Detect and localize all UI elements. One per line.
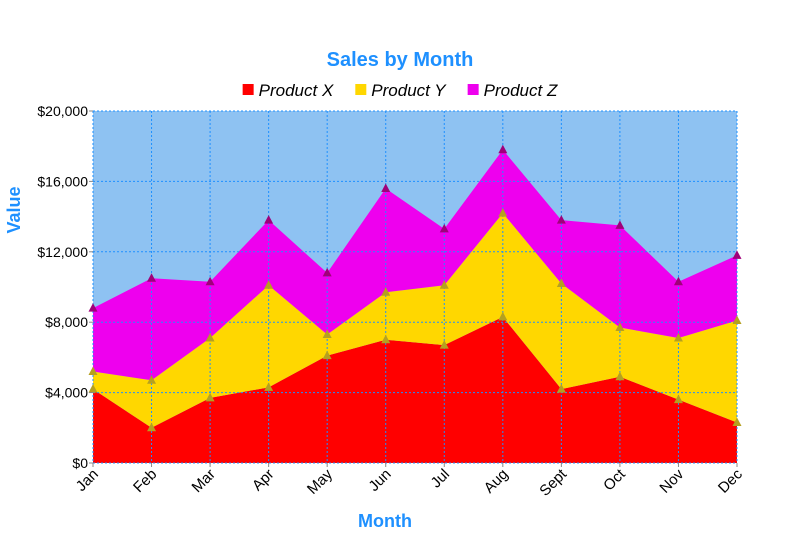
data-point	[732, 417, 742, 427]
data-point	[615, 220, 625, 229]
x-tick-label: Mar	[189, 466, 219, 496]
area-series-1	[93, 316, 737, 463]
data-point	[439, 340, 449, 349]
legend-item: Product Z	[467, 81, 558, 100]
legend-label: Product X	[259, 81, 334, 100]
data-point	[673, 394, 683, 404]
x-tick-label: Oct	[600, 465, 629, 494]
data-point	[732, 315, 742, 324]
x-tick-label: Jun	[365, 466, 394, 495]
data-point	[88, 303, 98, 312]
y-tick-label: $12,000	[37, 244, 88, 260]
x-tick-label: Aug	[481, 466, 512, 497]
data-point	[264, 215, 274, 224]
data-point	[322, 350, 332, 360]
data-point	[147, 422, 157, 432]
x-tick-label: May	[304, 465, 336, 497]
data-point	[498, 144, 508, 154]
data-point	[498, 311, 508, 321]
x-tick-label: Dec	[715, 465, 746, 496]
x-tick-label: Nov	[656, 465, 687, 496]
area-series-3	[93, 149, 737, 381]
data-point	[673, 276, 683, 286]
y-axis-title: Value	[4, 186, 24, 233]
data-point	[88, 384, 98, 393]
data-point	[615, 371, 625, 381]
y-tick-label: $0	[72, 455, 88, 471]
data-point	[322, 267, 332, 277]
data-point	[264, 382, 274, 391]
data-point	[498, 208, 508, 217]
legend-label: Product Z	[484, 81, 558, 100]
x-tick-label: Sept	[536, 465, 570, 499]
x-axis-title: Month	[358, 511, 412, 531]
y-tick-label: $8,000	[45, 314, 88, 330]
x-tick-label: Jul	[428, 466, 454, 492]
data-point	[556, 278, 566, 287]
data-markers	[88, 144, 742, 432]
data-point	[439, 280, 449, 289]
x-tick-label: Apr	[249, 466, 278, 495]
legend-item: Product X	[242, 81, 334, 100]
data-point	[673, 333, 683, 342]
data-point	[147, 375, 157, 384]
data-point	[732, 250, 742, 259]
x-axis-ticks: Jan Feb Mar Apr May Jun Jul Aug Sept Oct Nov Dec	[73, 463, 746, 500]
area-series	[93, 149, 737, 463]
data-point	[205, 276, 215, 286]
legend-item: Product Y	[355, 81, 447, 100]
data-point	[381, 183, 391, 192]
legend-label: Product Y	[371, 81, 447, 100]
data-point	[88, 366, 98, 375]
legend-swatch	[242, 84, 254, 95]
data-point	[381, 287, 391, 296]
legend-swatch	[355, 84, 367, 95]
x-tick-label: Feb	[130, 466, 160, 496]
y-tick-label: $4,000	[45, 385, 88, 401]
data-point	[205, 333, 215, 342]
y-tick-label: $20,000	[37, 103, 88, 119]
y-axis-ticks: $0 $4,000 $8,000 $12,000 $16,000 $20,000	[37, 103, 93, 471]
data-point	[439, 223, 449, 233]
data-point	[205, 392, 215, 402]
chart-title: Sales by Month	[327, 49, 474, 71]
data-point	[556, 384, 566, 393]
data-point	[381, 334, 391, 344]
y-tick-label: $16,000	[37, 173, 88, 189]
data-point	[264, 280, 274, 289]
legend-swatch	[467, 84, 479, 95]
data-point	[322, 329, 332, 339]
area-series-2	[93, 213, 737, 428]
data-point	[147, 273, 157, 282]
data-point	[556, 215, 566, 224]
data-point	[615, 322, 625, 331]
legend: Product X Product Y Product Z	[242, 81, 558, 100]
